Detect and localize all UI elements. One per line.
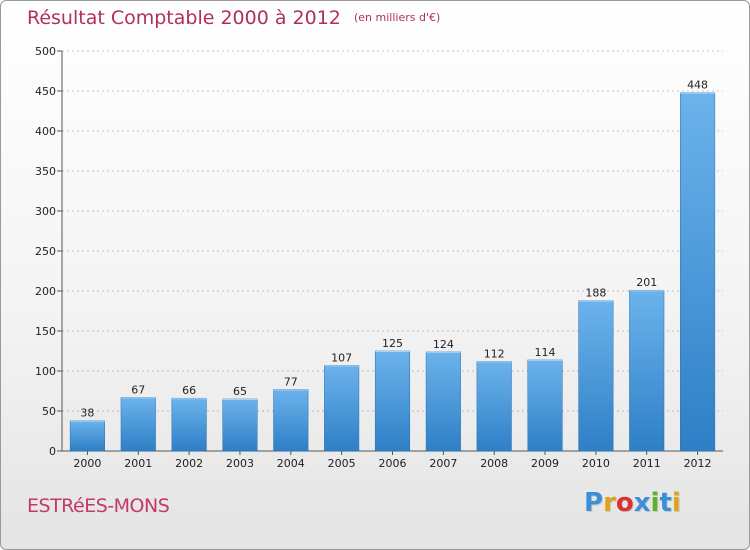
bar-2012 [680,92,716,452]
x-tick-label: 2008 [480,457,508,470]
bar-2007 [425,351,461,452]
title-row: Résultat Comptable 2000 à 2012 (en milli… [27,7,440,29]
bar-2009 [527,359,563,452]
logo-letter: P [584,488,604,518]
x-tick-label: 2004 [277,457,305,470]
bars [69,92,716,452]
bar-2002 [171,397,207,452]
x-tick-labels: 2000 2001 2002 2003 2004 2005 2006 2007 2008 2009… [73,457,711,470]
x-tick-label: 2012 [684,457,712,470]
city-name: ESTRéES-MONS [27,495,170,517]
y-tick-label: 0 [49,445,56,458]
x-tick-label: 2000 [73,457,101,470]
x-tick-label: 2003 [226,457,254,470]
proxiti-logo[interactable]: Proxiti [584,488,681,518]
bar-value-label: 114 [535,346,556,359]
bar-value-label: 201 [636,276,657,289]
bar-value-label: 66 [182,384,196,397]
y-tick-label: 250 [35,245,56,258]
bar-value-label: 65 [233,385,247,398]
bar-2008 [476,361,512,452]
logo-letter: i [650,488,660,518]
bar-value-label: 112 [484,347,505,360]
y-tick-label: 400 [35,125,56,138]
y-tick-labels: 0 50 100 150 200 250 300 350 400 450 500 [35,45,56,458]
chart-subtitle: (en milliers d'€) [353,11,441,24]
bar-2011 [629,289,665,452]
y-tick-label: 150 [35,325,56,338]
x-tick-label: 2009 [531,457,559,470]
x-tick-label: 2001 [124,457,152,470]
y-tick-label: 50 [42,405,56,418]
chart-title: Résultat Comptable 2000 à 2012 [27,7,341,29]
x-tick-label: 2005 [328,457,356,470]
logo-letter: r [603,488,616,518]
x-tick-label: 2006 [379,457,407,470]
bar-value-label: 38 [80,407,94,420]
bar-2005 [324,365,360,452]
bar-2003 [222,398,258,452]
bar-value-label: 124 [433,338,454,351]
y-tick-label: 300 [35,205,56,218]
bar-value-label: 67 [131,383,145,396]
bar-2001 [120,397,156,452]
x-tick-label: 2002 [175,457,203,470]
y-tick-label: 350 [35,165,56,178]
logo-letter: o [615,488,634,518]
bar-2004 [273,389,309,452]
bar-value-label: 125 [382,337,403,350]
bar-value-label: 448 [687,79,708,92]
y-tick-label: 200 [35,285,56,298]
bar-2006 [374,350,411,452]
bar-2000 [69,420,105,452]
y-tick-label: 450 [35,85,56,98]
bar-value-labels: 38 67 66 65 77 107 125 124 112 114 188 201 448 [80,79,708,420]
x-tick-label: 2007 [429,457,457,470]
x-tick-label: 2010 [582,457,610,470]
x-tick-label: 2011 [633,457,661,470]
bar-value-label: 107 [331,351,352,364]
y-tick-label: 100 [35,365,56,378]
y-tick-label: 500 [35,45,56,58]
bar-value-label: 77 [284,375,298,388]
logo-letter: x [633,488,651,518]
logo-letter: t [659,488,672,518]
bar-value-label: 188 [585,287,606,300]
bar-2010 [578,300,614,452]
logo-letter: i [671,488,681,518]
